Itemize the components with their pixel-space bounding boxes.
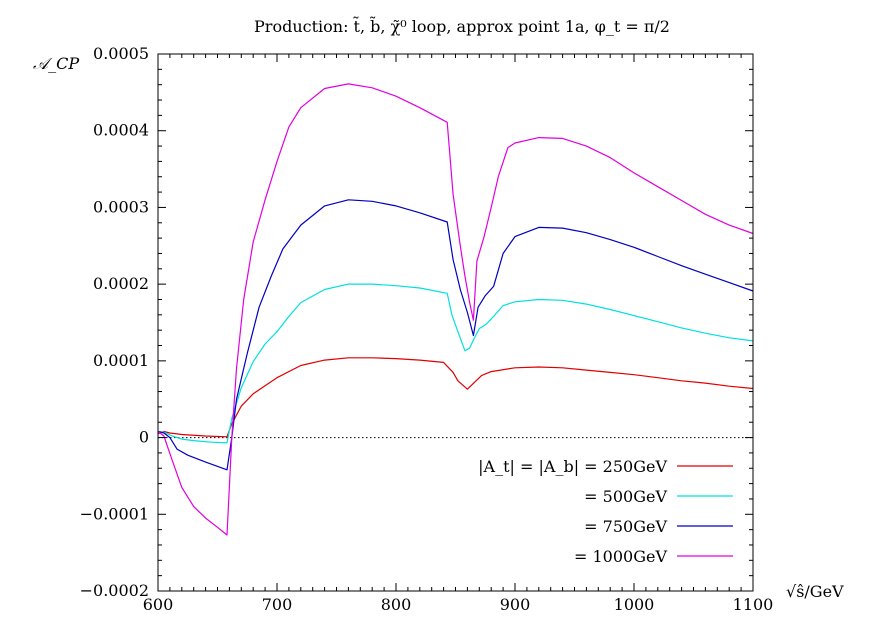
chart-title: Production: t̃, b̃, χ̃⁰ loop, approx poi…	[254, 16, 670, 36]
x-tick-label: 900	[500, 595, 531, 614]
y-tick-label: 0.0001	[93, 351, 149, 370]
y-tick-label: −0.0002	[80, 581, 149, 600]
y-tick-label: 0.0003	[93, 197, 149, 216]
x-tick-label: 1000	[614, 595, 655, 614]
legend-label-1: |A_t| = |A_b| = 250GeV	[478, 457, 667, 476]
y-tick-label: 0.0004	[93, 121, 149, 140]
series-layer	[157, 83, 754, 536]
y-tick-label: 0	[139, 428, 149, 447]
legend-label-3: = 750GeV	[584, 517, 667, 536]
x-tick-label: 600	[143, 595, 174, 614]
series-line-4	[157, 83, 754, 536]
x-tick-label: 1100	[733, 595, 774, 614]
legend-label-4: = 1000GeV	[574, 547, 667, 566]
x-axis-label: √ŝ/GeV	[786, 582, 844, 601]
y-tick-label: 0.0002	[93, 274, 149, 293]
axes-layer: 600 700 800 900 1000 1100 −0.0002 −0.0001 0 0.000…	[80, 44, 774, 614]
series-line-1	[157, 357, 754, 438]
y-axis-label: 𝒜_CP	[33, 54, 79, 73]
legend-label-2: = 500GeV	[584, 487, 667, 506]
legend: |A_t| = |A_b| = 250GeV = 500GeV = 750GeV = …	[478, 457, 733, 566]
plot-frame	[157, 53, 754, 592]
x-tick-label: 800	[381, 595, 412, 614]
x-tick-label: 700	[262, 595, 293, 614]
series-line-3	[157, 199, 754, 471]
y-tick-label: 0.0005	[93, 44, 149, 63]
series-line-2	[157, 283, 754, 444]
y-tick-label: −0.0001	[80, 504, 149, 523]
